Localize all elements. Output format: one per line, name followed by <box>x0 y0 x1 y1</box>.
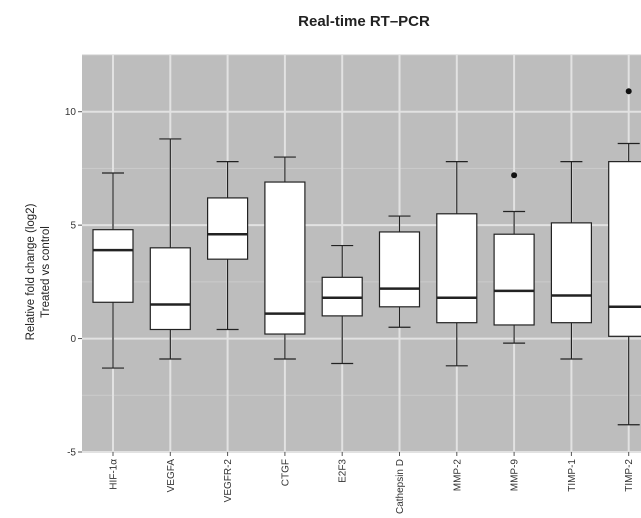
box-2 <box>149 138 191 360</box>
box-5 <box>321 244 363 365</box>
box-iqr <box>608 161 641 337</box>
box-iqr <box>550 222 593 324</box>
x-tick-label: VEGFA <box>166 459 177 493</box>
x-tick-label: VEGFR-2 <box>223 459 234 503</box>
box-iqr <box>149 247 191 331</box>
y-axis: -5 0 5 10 <box>65 107 82 459</box>
box-4 <box>264 156 306 360</box>
box-iqr <box>207 197 249 260</box>
box-8 <box>493 172 535 344</box>
box-3 <box>207 161 249 331</box>
box-7 <box>436 161 478 367</box>
outlier-point <box>625 88 632 95</box>
box-1 <box>92 172 134 369</box>
box-iqr <box>436 213 478 324</box>
box-iqr <box>493 233 535 326</box>
y-tick-label: -5 <box>67 448 76 459</box>
y-axis-label-line-1: Relative fold change (log2) <box>25 203 37 340</box>
box-series <box>92 88 641 426</box>
box-6 <box>378 215 421 328</box>
x-tick-label: HIF-1α <box>109 459 120 490</box>
x-tick-label: TIMP-1 <box>567 459 578 492</box>
x-tick-label: TIMP-2 <box>624 459 635 492</box>
x-axis: HIF-1α VEGFA VEGFR-2 CTGF E2F3 Cathepsin D MMP… <box>109 452 635 514</box>
chart-title: Real-time RT–PCR <box>298 13 430 30</box>
box-iqr <box>92 229 134 303</box>
x-tick-label: Cathepsin D <box>395 459 406 514</box>
y-axis-label: Relative fold change (log2) Treated vs c… <box>25 203 52 340</box>
box-iqr <box>378 231 421 308</box>
y-tick-label: 10 <box>65 107 77 118</box>
x-tick-label: MMP-2 <box>452 459 463 492</box>
x-tick-label: E2F3 <box>338 459 349 483</box>
box-iqr <box>264 181 306 335</box>
y-tick-label: 5 <box>70 221 76 232</box>
box-9 <box>550 161 593 360</box>
outlier-point <box>511 172 518 179</box>
x-tick-label: MMP-9 <box>510 459 521 492</box>
box-10 <box>608 88 641 426</box>
x-tick-label: CTGF <box>280 459 291 486</box>
y-tick-label: 0 <box>70 334 76 345</box>
y-axis-label-line-2: Treated vs control <box>40 226 52 318</box>
